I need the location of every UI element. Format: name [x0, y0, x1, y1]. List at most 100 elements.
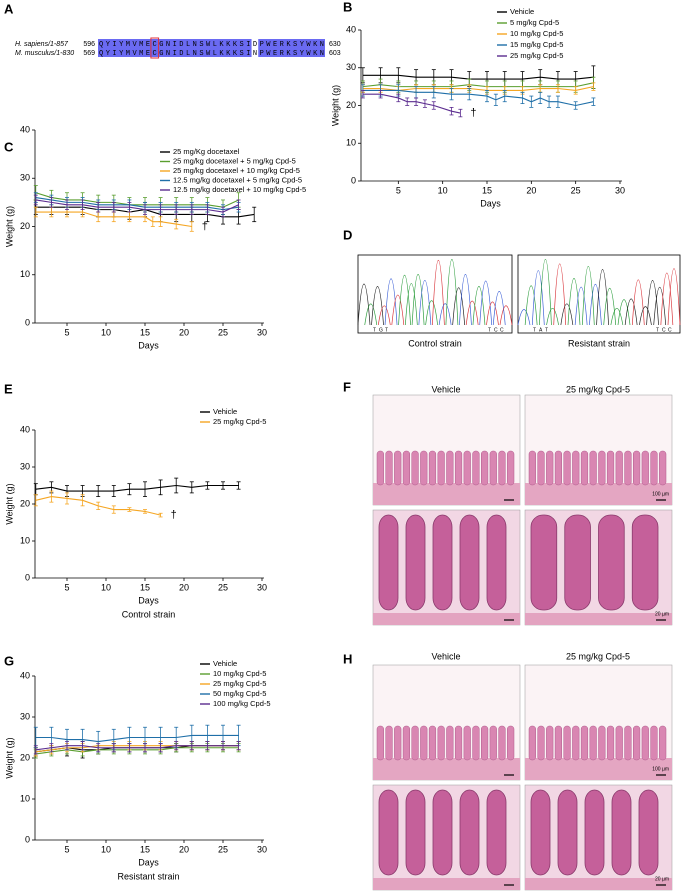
x-axis-label: Days	[138, 595, 159, 605]
x-tick-label: 10	[101, 582, 111, 592]
histology-image	[372, 784, 521, 891]
peak	[391, 294, 405, 326]
series-line	[362, 74, 594, 80]
base-call: C	[662, 327, 666, 333]
villus	[432, 789, 453, 876]
villus	[376, 450, 384, 486]
y-axis-label: Weight (g)	[330, 85, 340, 126]
villus	[420, 725, 428, 761]
legend-label: Vehicle	[213, 407, 237, 416]
series-line	[35, 199, 239, 213]
villus	[563, 450, 571, 486]
peak	[486, 301, 499, 326]
x-tick-label: 30	[615, 185, 625, 195]
y-tick-label: 20	[20, 221, 30, 231]
death-marker: †	[202, 220, 208, 232]
peak	[357, 283, 371, 326]
panel-label: H	[343, 651, 352, 666]
peak	[617, 299, 631, 326]
x-tick-label: 30	[257, 582, 267, 592]
legend-label: 10 mg/kg Cpd-5	[510, 29, 563, 38]
villus	[405, 789, 426, 876]
x-tick-label: 5	[64, 844, 69, 854]
base-call: A	[539, 327, 543, 333]
villus	[563, 725, 571, 761]
histology-image	[524, 509, 673, 626]
y-axis-label: Weight (g)	[4, 206, 14, 247]
y-tick-label: 40	[346, 24, 356, 34]
muscle-layer	[373, 613, 520, 625]
y-tick-label: 20	[20, 752, 30, 762]
peak	[531, 270, 545, 326]
villus	[624, 450, 632, 486]
x-tick-label: 20	[179, 582, 189, 592]
villus	[528, 725, 536, 761]
peak	[660, 272, 674, 326]
legend-label: 5 mg/kg Cpd-5	[510, 18, 559, 27]
scale-label: 100 µm	[652, 766, 669, 772]
villus	[650, 450, 658, 486]
x-tick-label: 10	[101, 327, 111, 337]
base-call: T	[385, 327, 388, 333]
panel-label: F	[343, 379, 351, 394]
histology-image	[524, 784, 673, 891]
x-tick-label: 15	[140, 582, 150, 592]
villus	[659, 725, 667, 761]
villus	[606, 725, 615, 761]
y-tick-label: 40	[20, 124, 30, 134]
villus	[572, 450, 580, 486]
series-line	[35, 496, 161, 516]
peak	[438, 303, 452, 326]
y-tick-label: 10	[20, 535, 30, 545]
muscle-layer	[373, 758, 520, 780]
peak	[364, 303, 378, 326]
villus	[641, 725, 649, 761]
muscle-layer	[525, 483, 672, 505]
peak	[499, 305, 513, 326]
villus	[385, 450, 393, 486]
x-tick-label: 25	[218, 327, 228, 337]
villus	[437, 450, 445, 486]
villus	[428, 450, 437, 486]
villus	[385, 725, 393, 761]
death-marker: †	[470, 107, 476, 119]
peak	[524, 285, 538, 326]
histology-image	[372, 664, 521, 781]
villus	[606, 450, 615, 486]
x-tick-label: 15	[140, 327, 150, 337]
peak	[377, 305, 391, 326]
villus	[530, 789, 551, 876]
panel-label: B	[343, 0, 352, 14]
villus	[659, 450, 667, 486]
x-tick-label: 20	[526, 185, 536, 195]
peak	[596, 269, 609, 326]
x-tick-label: 15	[140, 844, 150, 854]
villus	[463, 450, 471, 486]
peak	[398, 274, 411, 326]
villus	[459, 789, 480, 876]
x-axis-label: Days	[138, 340, 159, 350]
villus	[411, 725, 419, 761]
villus	[489, 725, 497, 761]
villus	[394, 450, 402, 486]
peak	[589, 284, 602, 326]
y-tick-label: 40	[20, 424, 30, 434]
legend-label: 50 mg/kg Cpd-5	[213, 689, 266, 698]
villus	[402, 725, 410, 761]
muscle-layer	[373, 483, 520, 505]
x-tick-label: 5	[64, 582, 69, 592]
y-tick-label: 10	[346, 138, 356, 148]
end-index: 630	[329, 41, 341, 48]
villus	[631, 514, 659, 611]
base-call: T	[545, 327, 548, 333]
villus	[633, 450, 641, 486]
mutation-box	[150, 37, 160, 59]
villus	[650, 725, 658, 761]
peak	[560, 303, 574, 326]
peak	[384, 278, 398, 326]
villus	[598, 514, 625, 611]
villus	[428, 725, 437, 761]
villus	[472, 450, 480, 486]
x-tick-label: 25	[218, 582, 228, 592]
villus	[530, 514, 558, 611]
